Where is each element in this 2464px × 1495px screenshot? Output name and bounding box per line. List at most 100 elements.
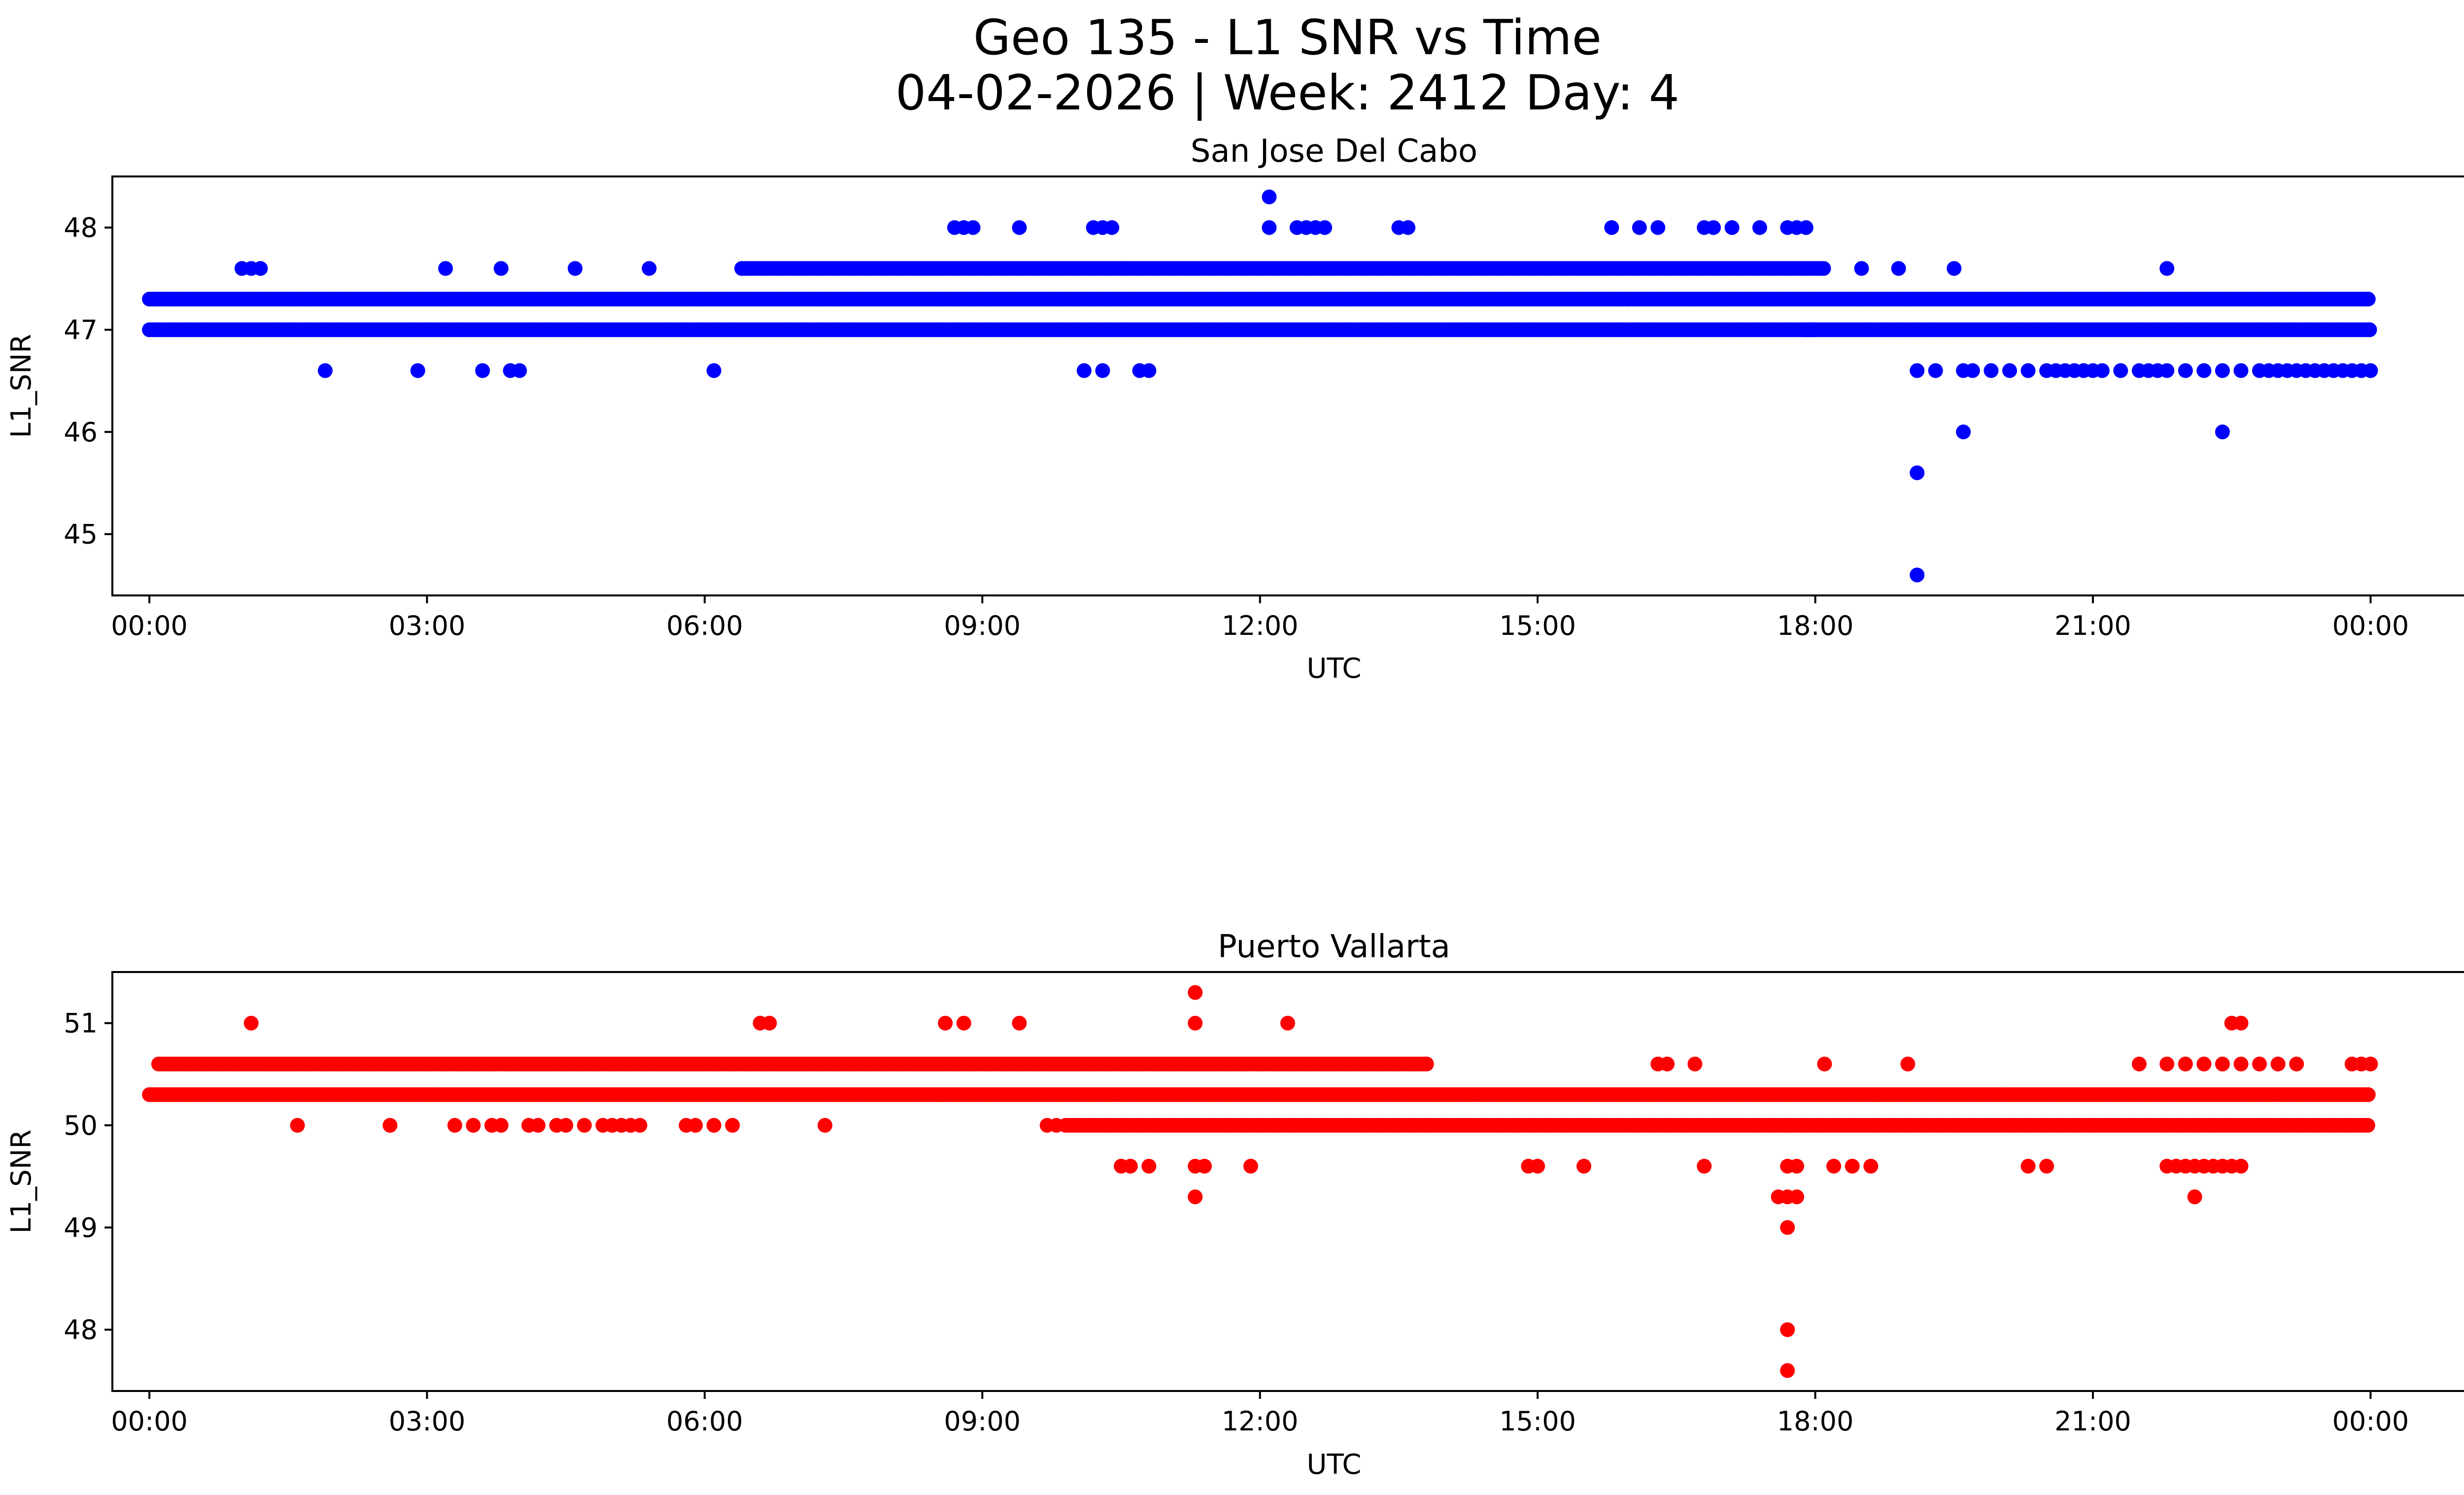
y-tick-label: 48 [64, 212, 98, 243]
data-point [493, 261, 509, 276]
x-tick-label: 03:00 [389, 610, 466, 641]
data-point [2094, 363, 2110, 378]
data-point [1650, 220, 1666, 235]
data-point [253, 261, 268, 276]
data-point [1049, 1118, 1064, 1133]
data-point [2233, 1158, 2249, 1174]
data-point [1632, 220, 1647, 235]
data-point [938, 1015, 953, 1031]
data-point [1197, 1158, 1212, 1174]
data-point [1419, 1056, 1434, 1072]
data-point [1660, 1056, 1675, 1072]
data-point [568, 261, 582, 276]
data-point [2289, 1056, 2304, 1072]
data-point [1141, 1158, 1157, 1174]
data-point [1956, 424, 1971, 440]
data-point [512, 363, 527, 378]
data-point [2159, 261, 2175, 276]
y-tick-label: 51 [64, 1008, 98, 1039]
data-point [1816, 261, 1831, 276]
data-point [2020, 363, 2036, 378]
data-point [1780, 1220, 1795, 1235]
data-point [466, 1118, 481, 1133]
data-point [243, 1015, 259, 1031]
plot-frame [111, 971, 2464, 1392]
data-point [577, 1118, 592, 1133]
data-point [1947, 261, 1962, 276]
data-point [1604, 220, 1619, 235]
x-tick-label: 00:00 [111, 1406, 188, 1437]
x-tick-label: 18:00 [1777, 1406, 1854, 1437]
data-point [2363, 1056, 2378, 1072]
data-point [1012, 220, 1027, 235]
data-point [1012, 1015, 1027, 1031]
data-point [1965, 363, 1980, 378]
data-point [2215, 1056, 2230, 1072]
data-points [142, 189, 2378, 583]
data-point [1401, 220, 1416, 235]
data-point [530, 1118, 546, 1133]
data-point [2215, 363, 2230, 378]
x-tick-label: 00:00 [2332, 610, 2409, 641]
data-point [965, 220, 981, 235]
data-point [1697, 1158, 1712, 1174]
data-point [2361, 291, 2376, 307]
data-point [1317, 220, 1333, 235]
data-point [1910, 363, 1925, 378]
data-point [438, 261, 453, 276]
data-point [1789, 1189, 1804, 1205]
data-point [2159, 1056, 2175, 1072]
data-point [1188, 1189, 1203, 1205]
data-point [1752, 220, 1767, 235]
y-tick-label: 45 [64, 519, 98, 550]
x-axis-label: UTC [1306, 1449, 1361, 1481]
data-point [2196, 363, 2212, 378]
x-tick-label: 00:00 [2332, 1406, 2409, 1437]
data-point [2363, 363, 2378, 378]
y-tick-label: 48 [64, 1315, 98, 1346]
data-point [818, 1118, 833, 1133]
data-point [1891, 261, 1906, 276]
data-point [2020, 1158, 2036, 1174]
data-point [2002, 363, 2017, 378]
x-tick-label: 09:00 [944, 610, 1021, 641]
data-point [642, 261, 657, 276]
data-point [1243, 1158, 1258, 1174]
x-axis-label: UTC [1306, 653, 1361, 685]
data-point [1780, 1322, 1795, 1337]
y-axis-label: L1_SNR [5, 1129, 37, 1233]
data-point [447, 1118, 462, 1133]
chart-title: Puerto Vallarta [1218, 929, 1450, 965]
data-point [1780, 1363, 1795, 1378]
data-point [1687, 1056, 1703, 1072]
y-tick-label: 47 [64, 314, 98, 346]
x-tick-label: 06:00 [666, 610, 743, 641]
data-point [2270, 1056, 2286, 1072]
data-point [493, 1118, 509, 1133]
data-point [1095, 363, 1110, 378]
data-point [1724, 220, 1740, 235]
data-point [2178, 363, 2193, 378]
x-tick-label: 21:00 [2054, 1406, 2131, 1437]
data-point [1863, 1158, 1879, 1174]
data-point [2360, 1118, 2375, 1133]
data-point [1262, 220, 1277, 235]
data-point [632, 1118, 648, 1133]
data-point [2252, 1056, 2267, 1072]
data-point [1845, 1158, 1860, 1174]
data-point [1910, 567, 1925, 583]
x-tick-label: 12:00 [1222, 1406, 1299, 1437]
y-tick-label: 50 [64, 1110, 98, 1141]
plot-frame [111, 175, 2464, 596]
data-point [2233, 363, 2249, 378]
data-point [2039, 1158, 2054, 1174]
data-point [1798, 220, 1814, 235]
x-tick-label: 00:00 [111, 610, 188, 641]
chart-panel-1: San Jose Del Cabo 00:00 03:00 06:00 09:00 12:… [5, 133, 2464, 685]
x-tick-label: 03:00 [389, 1406, 466, 1437]
chart-panel-2: Puerto Vallarta 00:00 03:00 06:00 09:00 12:00… [5, 929, 2464, 1481]
data-point [2131, 1056, 2147, 1072]
data-point [688, 1118, 703, 1133]
data-point [410, 363, 425, 378]
